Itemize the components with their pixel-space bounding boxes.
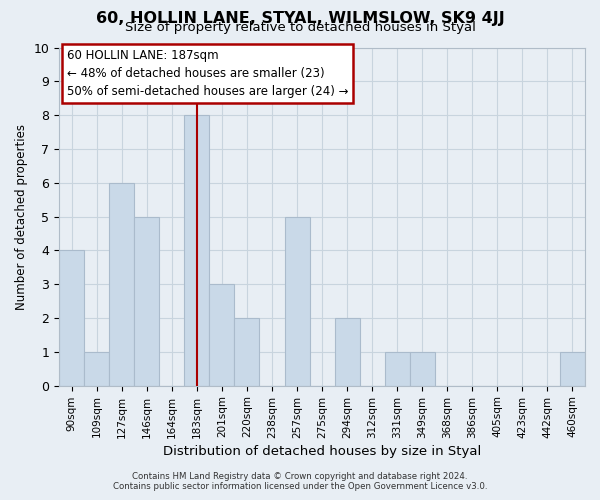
X-axis label: Distribution of detached houses by size in Styal: Distribution of detached houses by size …	[163, 444, 481, 458]
Bar	[109, 183, 134, 386]
Text: 60 HOLLIN LANE: 187sqm
← 48% of detached houses are smaller (23)
50% of semi-det: 60 HOLLIN LANE: 187sqm ← 48% of detached…	[67, 49, 349, 98]
Text: Contains HM Land Registry data © Crown copyright and database right 2024.
Contai: Contains HM Land Registry data © Crown c…	[113, 472, 487, 491]
Bar	[410, 352, 435, 386]
Bar	[184, 115, 209, 386]
Bar	[560, 352, 585, 386]
Bar	[335, 318, 359, 386]
Bar	[134, 216, 160, 386]
Y-axis label: Number of detached properties: Number of detached properties	[15, 124, 28, 310]
Text: Size of property relative to detached houses in Styal: Size of property relative to detached ho…	[125, 22, 475, 35]
Bar	[385, 352, 410, 386]
Bar	[235, 318, 259, 386]
Bar	[209, 284, 235, 386]
Bar	[284, 216, 310, 386]
Bar	[59, 250, 84, 386]
Bar	[84, 352, 109, 386]
Text: 60, HOLLIN LANE, STYAL, WILMSLOW, SK9 4JJ: 60, HOLLIN LANE, STYAL, WILMSLOW, SK9 4J…	[95, 11, 505, 26]
